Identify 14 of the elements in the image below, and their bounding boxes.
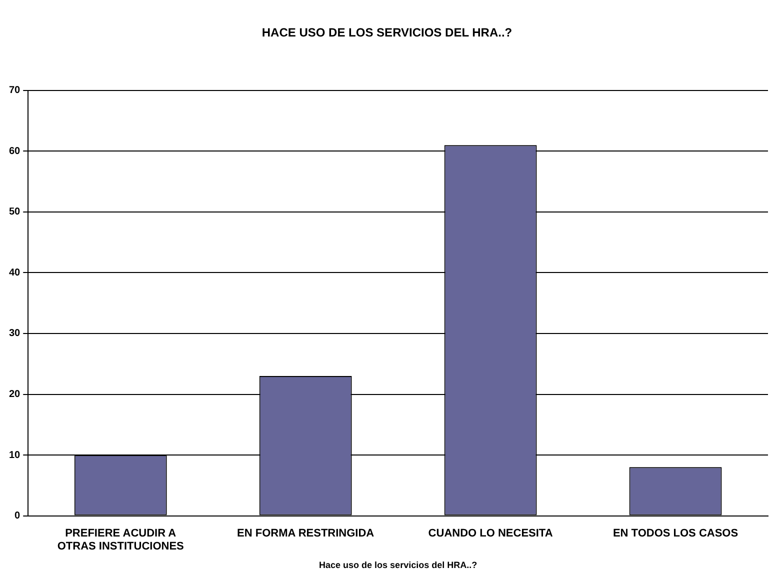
x-axis-title: Hace uso de los servicios del HRA..? [319,560,478,570]
y-tick-label: 60 [9,146,21,157]
y-tick-label: 40 [9,267,21,278]
x-tick-label: EN TODOS LOS CASOS [612,527,738,540]
x-tick-label: CUANDO LO NECESITA [428,527,553,540]
y-tick-label: 0 [14,510,21,522]
y-tick-label: 20 [9,389,21,400]
x-tick-label: PREFIERE ACUDIR A OTRAS INSTITUCIONES [57,527,184,553]
chart-title: HACE USO DE LOS SERVICIOS DEL HRA..? [262,26,512,40]
x-tick-label: EN FORMA RESTRINGIDA [237,527,374,540]
y-tick-label: 50 [9,206,21,218]
y-tick-label: 10 [9,450,21,461]
y-tick-label: 70 [9,85,21,96]
y-tick-label: 30 [9,328,21,340]
